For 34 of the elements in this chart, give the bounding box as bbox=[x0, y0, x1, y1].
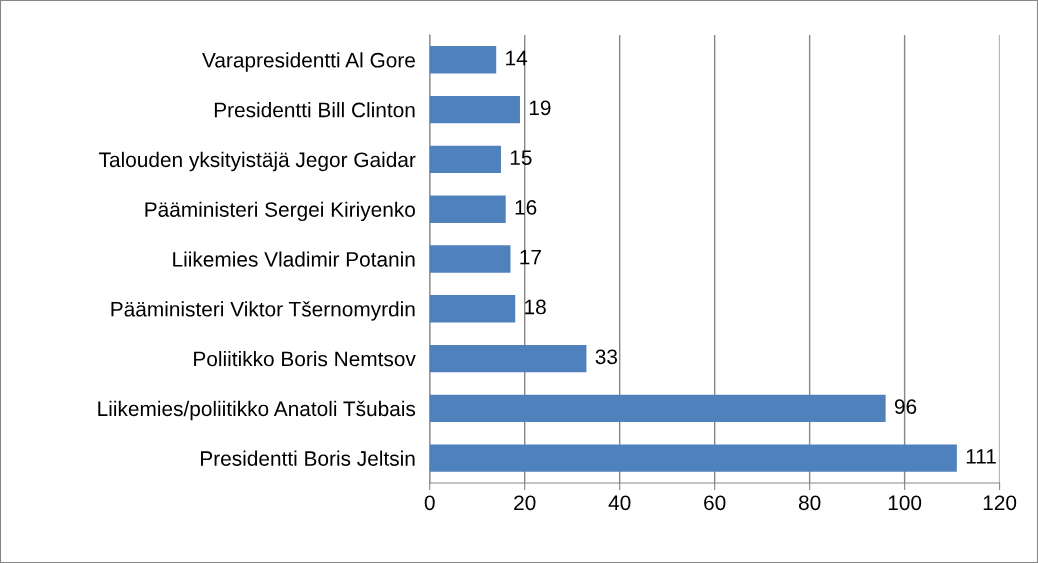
x-tick-label: 120 bbox=[983, 495, 1017, 511]
data-label: 19 bbox=[529, 100, 551, 116]
data-label: 17 bbox=[520, 250, 541, 265]
bar bbox=[429, 195, 506, 223]
data-label: 16 bbox=[515, 200, 537, 215]
x-tick-label: 60 bbox=[704, 495, 726, 511]
y-tick-label: Talouden yksityistäjä Jegor Gaidar bbox=[99, 151, 416, 172]
bar bbox=[429, 46, 497, 74]
bar bbox=[429, 394, 886, 423]
bar bbox=[429, 145, 501, 174]
bar bbox=[429, 444, 957, 472]
y-tick-label: Presidentti Bill Clinton bbox=[214, 102, 415, 118]
data-label: 96 bbox=[894, 399, 917, 414]
y-tick-label: Poliitikko Boris Nemtsov bbox=[194, 351, 416, 367]
x-tick-label: 40 bbox=[608, 495, 631, 511]
y-tick-label: Pääministeri Viktor Tšernomyrdin bbox=[111, 301, 415, 321]
x-tick-label: 0 bbox=[424, 495, 435, 511]
y-tick-label: Pääministeri Sergei Kiriyenko bbox=[145, 201, 415, 222]
y-tick-label: Presidentti Boris Jeltsin bbox=[201, 450, 415, 466]
x-tick-label: 100 bbox=[888, 495, 922, 511]
bar bbox=[429, 95, 520, 124]
data-label: 14 bbox=[506, 50, 528, 66]
bar bbox=[429, 295, 516, 323]
data-label: 15 bbox=[510, 150, 532, 165]
x-tick-label: 80 bbox=[798, 495, 821, 511]
y-tick-label: Liikemies/poliitikko Anatoli Tšubais bbox=[98, 400, 416, 421]
data-label: 33 bbox=[595, 349, 618, 365]
y-tick-label: Varapresidentti Al Gore bbox=[202, 52, 415, 72]
data-label: 111 bbox=[966, 449, 996, 464]
x-tick-label: 20 bbox=[514, 495, 536, 511]
y-tick-label: Liikemies Vladimir Potanin bbox=[173, 251, 415, 267]
bar bbox=[429, 245, 511, 273]
data-label: 18 bbox=[525, 299, 546, 315]
bar bbox=[429, 344, 587, 373]
